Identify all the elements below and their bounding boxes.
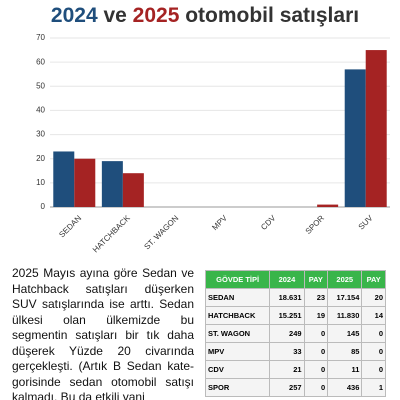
table-cell: 33 — [269, 342, 305, 361]
bar — [344, 69, 366, 207]
paragraph: 2025 Mayıs ayına göre Sedan ve Hatchback… — [12, 266, 194, 400]
table-cell: 15.251 — [269, 306, 305, 325]
table-row: SPOR 257 0 436 1 — [204, 378, 386, 397]
table-header-cell: PAY — [303, 270, 329, 289]
table-cell: 436 — [327, 378, 363, 397]
y-tick-label: 50 — [36, 81, 45, 90]
table-cell: 0 — [361, 360, 386, 379]
x-tick-label: CDV — [259, 213, 278, 232]
chart-title: 2024 ve 2025 otomobil satışları — [51, 4, 359, 27]
table-cell: MPV — [204, 342, 271, 361]
table-cell: 0 — [361, 324, 386, 343]
table-cell: CDV — [204, 360, 271, 379]
title-part: 2024 — [51, 4, 98, 27]
table-cell: HATCHBACK — [204, 306, 271, 325]
table-cell: 14 — [361, 306, 386, 325]
table-header-cell: GÖVDE TİPİ — [204, 270, 271, 289]
x-tick-label: SPOR — [304, 213, 327, 236]
x-tick-label: MPV — [210, 213, 229, 232]
table-cell: SEDAN — [204, 288, 271, 307]
table-cell: 11 — [327, 360, 363, 379]
table-cell: 0 — [303, 360, 329, 379]
y-tick-label: 60 — [36, 57, 45, 66]
table-row: CDV 21 0 11 0 — [204, 360, 386, 379]
table-cell: 17.154 — [327, 288, 363, 307]
table-cell: 257 — [269, 378, 305, 397]
table: GÖVDE TİPİ 2024 PAY 2025 PAY SEDAN 18.631 23 17.… — [204, 270, 386, 397]
table-cell: 23 — [303, 288, 329, 307]
table-row: SEDAN 18.631 23 17.154 20 — [204, 288, 386, 307]
table-cell: 20 — [361, 288, 386, 307]
y-tick-label: 20 — [36, 154, 45, 163]
y-tick-label: 0 — [41, 202, 46, 211]
table-cell: 0 — [361, 342, 386, 361]
table-cell: 85 — [327, 342, 363, 361]
table-cell: 0 — [303, 378, 329, 397]
table-cell: 18.631 — [269, 288, 305, 307]
chart: 2024 ve 2025 otomobil satışları 0 10 20 30 4… — [36, 4, 390, 254]
title-part: ve — [98, 4, 133, 27]
table-header-cell: 2024 — [269, 270, 305, 289]
bar — [53, 151, 75, 207]
table-cell: 1 — [361, 378, 386, 397]
table-row: MPV 33 0 85 0 — [204, 342, 386, 361]
table-cell: ST. WAGON — [204, 324, 271, 343]
bar — [101, 161, 123, 207]
table-cell: 11.830 — [327, 306, 363, 325]
bar — [122, 173, 144, 207]
y-tick-label: 70 — [36, 33, 45, 42]
table-header-cell: PAY — [361, 270, 386, 289]
y-tick-label: 40 — [36, 106, 45, 115]
x-tick-label: SUV — [357, 213, 375, 231]
title-part: 2025 — [133, 4, 180, 27]
y-tick-label: 30 — [36, 130, 45, 139]
title-part: otomobil satışları — [179, 4, 359, 27]
bar — [317, 204, 339, 207]
table-header: GÖVDE TİPİ 2024 PAY 2025 PAY — [204, 270, 386, 289]
x-tick-label: SEDAN — [57, 213, 83, 239]
table-cell: 145 — [327, 324, 363, 343]
x-tick-label: ST. WAGON — [142, 213, 180, 251]
table-cell: 0 — [303, 324, 329, 343]
y-tick-label: 10 — [36, 178, 45, 187]
bar — [365, 50, 387, 208]
table-cell: 0 — [303, 342, 329, 361]
table-cell: SPOR — [204, 378, 271, 397]
table-cell: 249 — [269, 324, 305, 343]
bar — [74, 158, 96, 207]
table-cell: 19 — [303, 306, 329, 325]
table-header-cell: 2025 — [327, 270, 363, 289]
table-row: HATCHBACK 15.251 19 11.830 14 — [204, 306, 386, 325]
x-tick-label: HATCHBACK — [91, 213, 132, 254]
table-row: ST. WAGON 249 0 145 0 — [204, 324, 386, 343]
table-cell: 21 — [269, 360, 305, 379]
